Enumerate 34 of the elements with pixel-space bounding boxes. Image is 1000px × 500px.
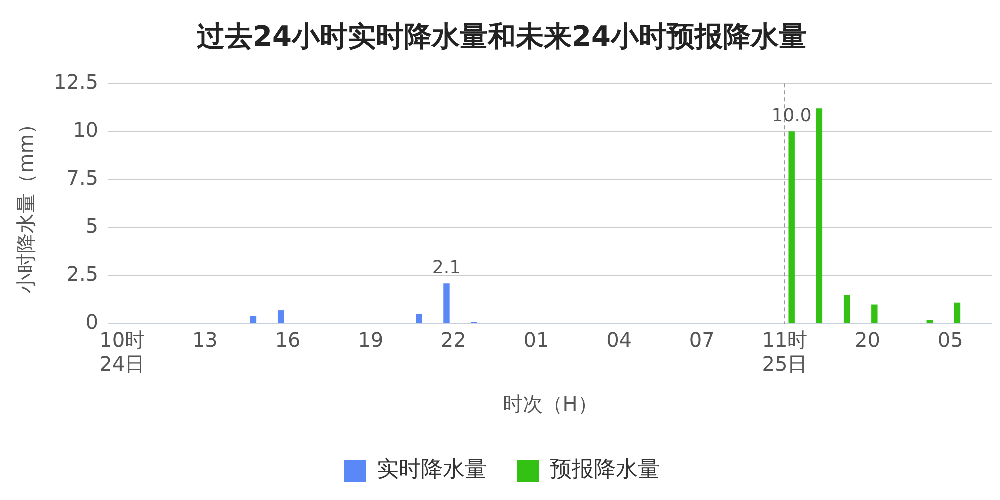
bar bbox=[816, 108, 823, 324]
y-tick-label: 2.5 bbox=[66, 262, 99, 286]
data-label: 10.0 bbox=[772, 105, 812, 126]
x-tick-label: 20 bbox=[855, 328, 880, 352]
bar bbox=[872, 304, 878, 324]
x-tick-label: 13 bbox=[192, 328, 218, 352]
x-tick-label: 04 bbox=[606, 328, 632, 352]
bar bbox=[844, 295, 850, 324]
chart-title: 过去24小时实时降水量和未来24小时预报降水量 bbox=[196, 20, 807, 54]
legend-label: 预报降水量 bbox=[550, 458, 660, 483]
x-tick-label: 07 bbox=[689, 328, 715, 352]
y-tick-label: 7.5 bbox=[66, 166, 99, 190]
x-tick-label: 01 bbox=[524, 328, 550, 352]
x-axis-title: 时次（H） bbox=[502, 392, 598, 416]
y-tick-label: 0 bbox=[86, 310, 99, 334]
x-tick-label: 16 bbox=[275, 328, 301, 352]
bar bbox=[278, 310, 284, 324]
x-tick-label: 10时 24日 bbox=[100, 328, 146, 376]
y-tick-label: 12.5 bbox=[54, 70, 99, 94]
bar bbox=[788, 132, 795, 324]
legend-label: 实时降水量 bbox=[377, 458, 487, 483]
bar bbox=[444, 284, 450, 324]
y-axis-title: 小时降水量（mm） bbox=[14, 114, 38, 294]
bar bbox=[250, 316, 257, 324]
data-label: 2.1 bbox=[432, 257, 462, 278]
bar bbox=[416, 314, 422, 324]
x-tick-label: 22 bbox=[440, 328, 466, 352]
x-tick-label: 19 bbox=[358, 328, 384, 352]
bar bbox=[926, 320, 933, 324]
y-tick-label: 5 bbox=[86, 214, 99, 238]
y-tick-label: 10 bbox=[73, 118, 99, 142]
x-tick-label: 05 bbox=[938, 328, 964, 352]
bar bbox=[954, 302, 961, 324]
x-tick-label: 11时 25日 bbox=[762, 328, 808, 376]
